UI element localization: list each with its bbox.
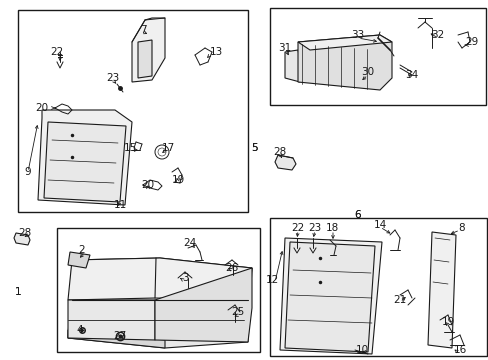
Text: 26: 26 bbox=[225, 263, 238, 273]
Text: 1: 1 bbox=[15, 287, 21, 297]
Text: 33: 33 bbox=[351, 30, 364, 40]
Polygon shape bbox=[155, 268, 251, 342]
Polygon shape bbox=[68, 300, 155, 340]
Text: 17: 17 bbox=[161, 143, 174, 153]
Polygon shape bbox=[297, 35, 391, 90]
Polygon shape bbox=[38, 110, 132, 205]
Polygon shape bbox=[285, 242, 374, 352]
Text: 3: 3 bbox=[182, 273, 188, 283]
Text: 34: 34 bbox=[405, 70, 418, 80]
Polygon shape bbox=[285, 50, 302, 82]
Polygon shape bbox=[44, 122, 126, 202]
Text: 28: 28 bbox=[19, 228, 32, 238]
Text: 15: 15 bbox=[123, 143, 136, 153]
Text: 22: 22 bbox=[291, 223, 304, 233]
Text: 16: 16 bbox=[452, 345, 466, 355]
Text: 1: 1 bbox=[15, 287, 21, 297]
Text: 5: 5 bbox=[251, 143, 258, 153]
Text: 24: 24 bbox=[183, 238, 196, 248]
Polygon shape bbox=[138, 40, 152, 78]
Text: 6: 6 bbox=[354, 210, 361, 220]
Polygon shape bbox=[14, 233, 30, 245]
Polygon shape bbox=[68, 258, 251, 300]
Text: 21: 21 bbox=[392, 295, 406, 305]
Text: 18: 18 bbox=[325, 223, 338, 233]
Text: 28: 28 bbox=[273, 147, 286, 157]
Text: 7: 7 bbox=[140, 25, 146, 35]
Text: 23: 23 bbox=[106, 73, 120, 83]
Text: 6: 6 bbox=[354, 210, 361, 220]
Polygon shape bbox=[280, 238, 381, 354]
Text: 27: 27 bbox=[113, 331, 126, 341]
Text: 13: 13 bbox=[209, 47, 222, 57]
Text: 25: 25 bbox=[231, 307, 244, 317]
Polygon shape bbox=[68, 252, 90, 268]
Text: 14: 14 bbox=[373, 220, 386, 230]
Text: 2: 2 bbox=[79, 245, 85, 255]
Text: 9: 9 bbox=[24, 167, 31, 177]
Text: 10: 10 bbox=[355, 345, 368, 355]
Text: 11: 11 bbox=[113, 200, 126, 210]
Polygon shape bbox=[274, 155, 295, 170]
Polygon shape bbox=[427, 232, 455, 348]
Text: 23: 23 bbox=[308, 223, 321, 233]
Text: 4: 4 bbox=[77, 325, 83, 335]
Text: 20: 20 bbox=[141, 180, 154, 190]
Text: 19: 19 bbox=[441, 317, 454, 327]
Text: 32: 32 bbox=[430, 30, 444, 40]
Polygon shape bbox=[297, 35, 391, 50]
Text: 29: 29 bbox=[465, 37, 478, 47]
Text: 22: 22 bbox=[50, 47, 63, 57]
Text: 19: 19 bbox=[171, 175, 184, 185]
Polygon shape bbox=[68, 258, 251, 348]
Text: 30: 30 bbox=[361, 67, 374, 77]
Text: 8: 8 bbox=[458, 223, 465, 233]
Polygon shape bbox=[68, 330, 164, 348]
Text: 12: 12 bbox=[265, 275, 278, 285]
Text: 20: 20 bbox=[35, 103, 48, 113]
Text: 31: 31 bbox=[278, 43, 291, 53]
Text: 5: 5 bbox=[251, 143, 258, 153]
Polygon shape bbox=[132, 18, 164, 82]
